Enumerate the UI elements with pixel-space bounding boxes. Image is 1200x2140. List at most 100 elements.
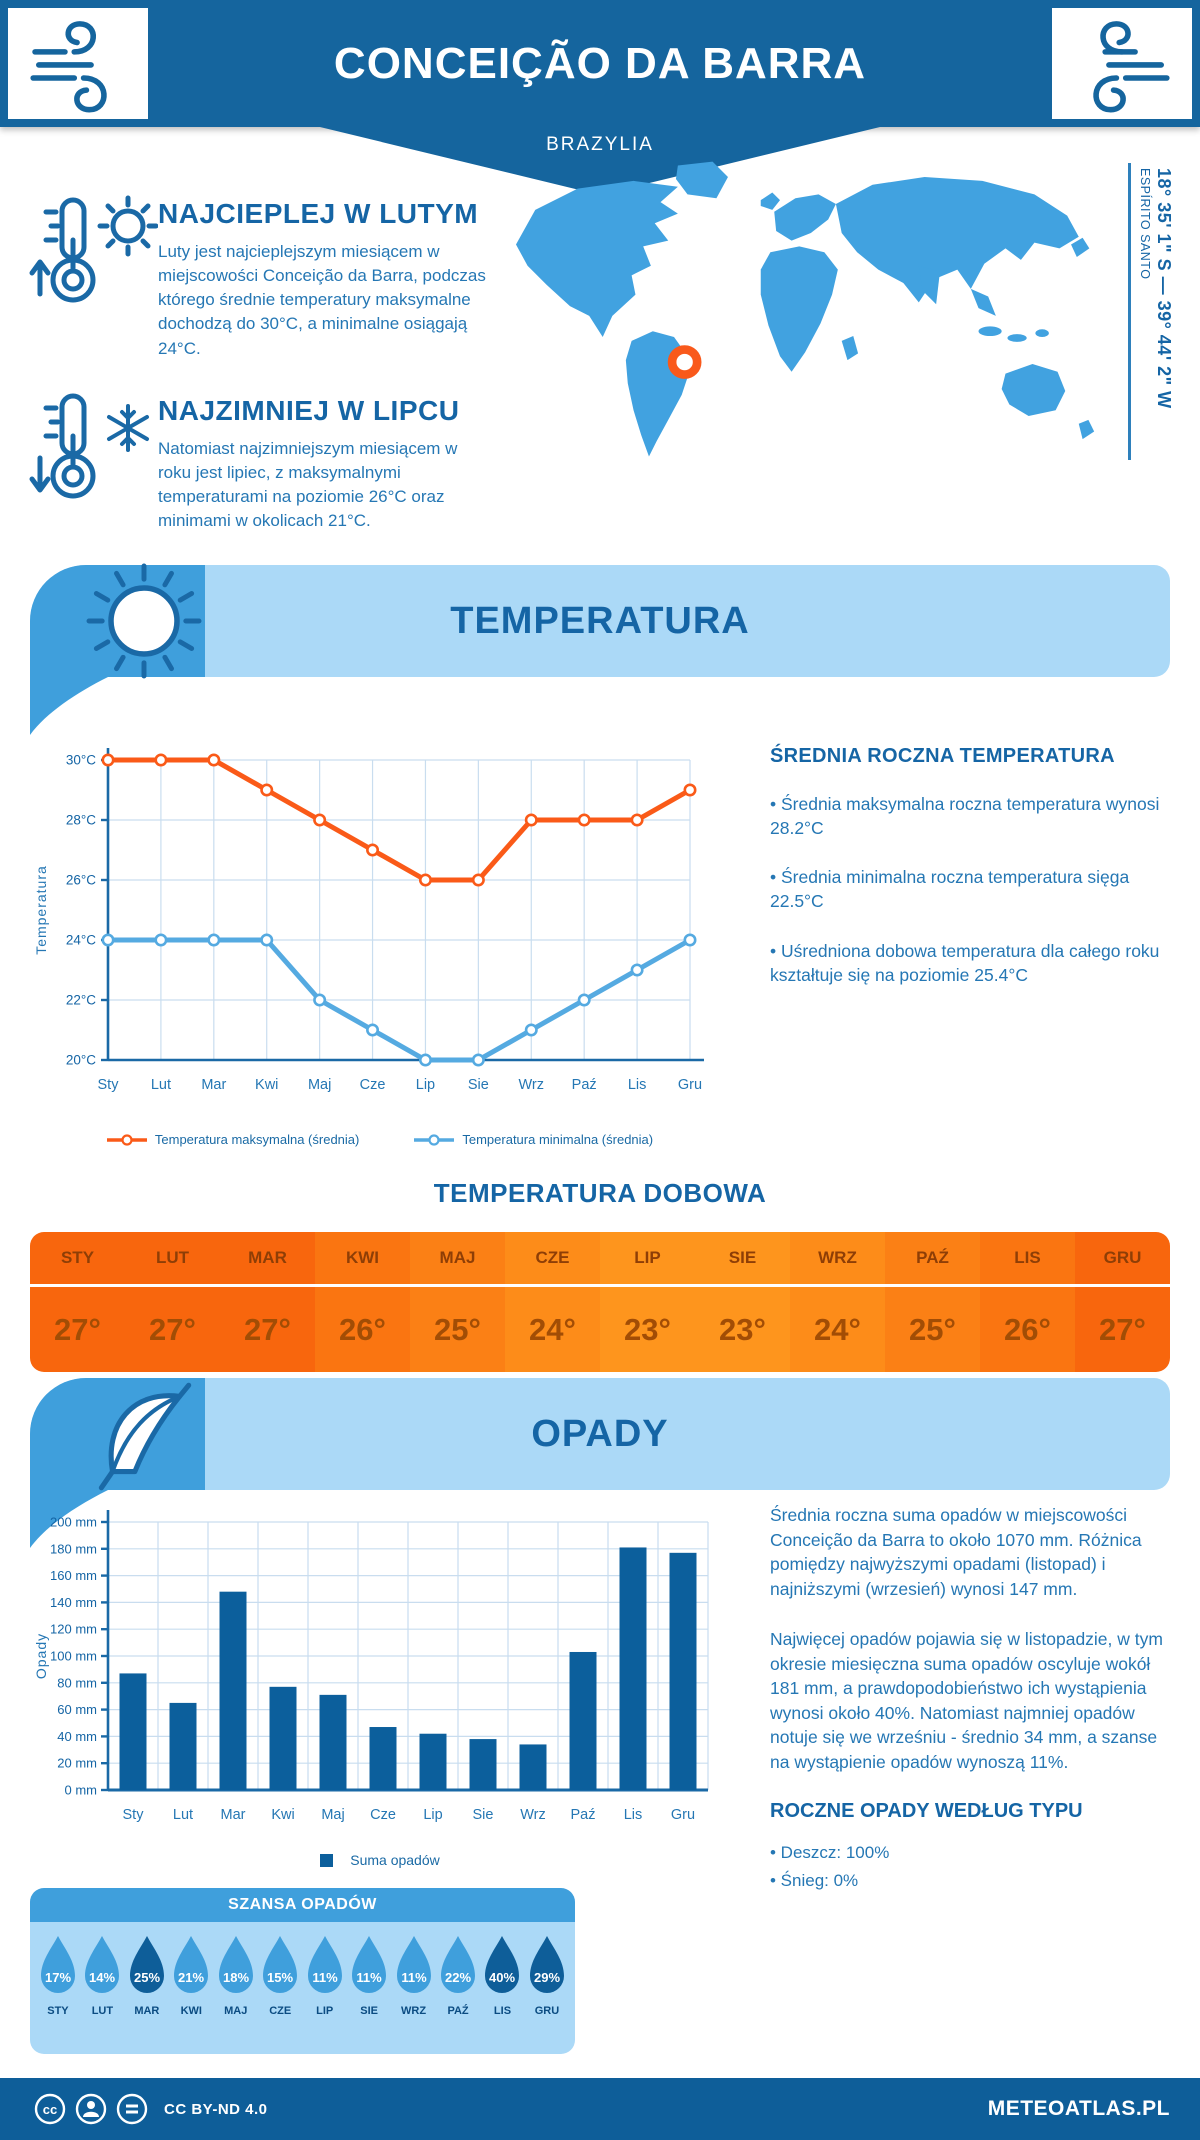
coldest-heading: NAJZIMNIEJ W LIPCU — [158, 395, 460, 426]
svg-text:Lis: Lis — [624, 1807, 643, 1823]
data-point — [101, 933, 115, 947]
svg-text:Mar: Mar — [201, 1077, 226, 1093]
raindrop-month-label: PAŹ — [447, 2005, 469, 2017]
raindrop-icon: 22% — [441, 1936, 476, 1993]
thermometer-up-sun-icon — [29, 195, 158, 303]
data-point — [683, 933, 697, 947]
raindrop-month-label: KWI — [180, 2005, 202, 2017]
wind-icon-box-left — [8, 8, 148, 119]
svg-text:Temperatura: Temperatura — [33, 865, 49, 955]
legend-label: Temperatura minimalna (średnia) — [462, 1132, 654, 1147]
table-month-header: PAŹ — [885, 1232, 980, 1287]
svg-text:20°C: 20°C — [66, 1053, 96, 1068]
temperature-legend: Temperatura maksymalna (średnia) Temperat… — [30, 1132, 730, 1147]
data-point — [524, 1023, 538, 1037]
raindrop-item: 25% MAR — [126, 1934, 167, 2054]
data-point — [418, 1053, 432, 1067]
svg-text:180 mm: 180 mm — [50, 1541, 97, 1556]
table-column: LUT 27° — [125, 1232, 220, 1372]
svg-text:100 mm: 100 mm — [50, 1649, 97, 1664]
svg-text:21%: 21% — [178, 1970, 204, 1985]
svg-text:Kwi: Kwi — [271, 1807, 294, 1823]
bar — [119, 1673, 147, 1790]
temperature-chart: 20°C 22°C 24°C 26°C 28°C 30°C Sty Lut Mar Kwi Maj C… — [30, 715, 730, 1135]
svg-text:18%: 18% — [223, 1970, 249, 1985]
svg-text:Mar: Mar — [221, 1807, 246, 1823]
data-point — [154, 753, 168, 767]
raindrop-month-label: LIS — [493, 2005, 512, 2017]
precipitation-type-bullet: • Śnieg: 0% — [770, 1871, 859, 1891]
table-month-header: GRU — [1075, 1232, 1170, 1287]
svg-text:Cze: Cze — [370, 1807, 396, 1823]
svg-text:Paź: Paź — [571, 1807, 596, 1823]
svg-text:Wrz: Wrz — [520, 1807, 546, 1823]
svg-text:140 mm: 140 mm — [50, 1595, 97, 1610]
svg-text:15%: 15% — [267, 1970, 293, 1985]
svg-text:11%: 11% — [312, 1970, 338, 1985]
precipitation-text: Średnia roczna suma opadów w miejscowośc… — [770, 1503, 1170, 1895]
table-temperature-value: 26° — [1004, 1311, 1051, 1347]
raindrop-icon: 18% — [218, 1936, 253, 1993]
svg-text:Lut: Lut — [151, 1077, 171, 1093]
map-divider — [1128, 163, 1131, 460]
table-column: GRU 27° — [1075, 1232, 1170, 1372]
header-bar: CONCEIÇÃO DA BARRA — [0, 0, 1200, 127]
summary-bullet: • Uśredniona dobowa temperatura dla całe… — [770, 940, 1160, 985]
thermometer-down-snow-icon — [29, 393, 149, 499]
table-column: WRZ 24° — [790, 1232, 885, 1372]
table-temperature-value: 23° — [719, 1311, 766, 1347]
raindrop-icon: 15% — [263, 1936, 298, 1993]
table-month-header: MAJ — [410, 1232, 505, 1287]
precipitation-type-bullet: • Deszcz: 100% — [770, 1843, 890, 1862]
svg-text:Lis: Lis — [628, 1077, 647, 1093]
precipitation-banner: OPADY — [30, 1378, 1170, 1548]
svg-text:80 mm: 80 mm — [57, 1675, 97, 1690]
svg-text:30°C: 30°C — [66, 753, 96, 768]
wind-icon-box-right — [1052, 8, 1192, 119]
svg-text:160 mm: 160 mm — [50, 1568, 97, 1583]
temperature-banner: TEMPERATURA — [30, 563, 1170, 735]
svg-text:60 mm: 60 mm — [57, 1702, 97, 1717]
legend-item: Temperatura maksymalna (średnia) — [106, 1132, 359, 1147]
legend-item: Temperatura minimalna (średnia) — [414, 1132, 653, 1147]
table-month-header: LIS — [980, 1232, 1075, 1287]
table-month-header: KWI — [315, 1232, 410, 1287]
table-temperature-value: 27° — [149, 1311, 196, 1347]
data-point — [683, 783, 697, 797]
svg-text:Opady: Opady — [33, 1633, 49, 1679]
table-month-header: STY — [30, 1232, 125, 1287]
bar — [469, 1739, 497, 1790]
snowflake-icon — [107, 404, 149, 452]
svg-text:Paź: Paź — [572, 1077, 597, 1093]
table-column: STY 27° — [30, 1232, 125, 1372]
raindrop-month-label: MAJ — [224, 2005, 248, 2017]
svg-text:cc: cc — [43, 2102, 57, 2117]
svg-text:Wrz: Wrz — [519, 1077, 545, 1093]
sun-icon — [86, 563, 202, 679]
license-icons: cc — [34, 2093, 148, 2125]
raindrop-icon: 11% — [307, 1936, 342, 1993]
raindrop-item: 17% STY — [37, 1934, 78, 2054]
table-column: CZE 24° — [505, 1232, 600, 1372]
rain-chance-title: SZANSA OPADÓW — [30, 1888, 575, 1922]
table-column: LIP 23° — [600, 1232, 695, 1372]
raindrop-month-label: SIE — [360, 2005, 378, 2017]
data-point — [207, 933, 221, 947]
table-column: MAJ 25° — [410, 1232, 505, 1372]
brand-label: METEOATLAS.PL — [987, 2097, 1170, 2120]
data-point — [154, 933, 168, 947]
svg-text:0 mm: 0 mm — [65, 1783, 98, 1798]
bar — [269, 1686, 297, 1790]
data-point — [260, 933, 274, 947]
precipitation-paragraph: Najwięcej opadów pojawia się w listopadz… — [770, 1629, 1163, 1772]
svg-text:17%: 17% — [45, 1970, 71, 1985]
page-title: CONCEIÇÃO DA BARRA — [333, 38, 867, 88]
data-point — [577, 993, 591, 1007]
svg-text:Maj: Maj — [321, 1807, 344, 1823]
bar — [619, 1547, 647, 1790]
country-label: BRAZYLIA — [546, 134, 654, 155]
raindrop-item: 14% LUT — [82, 1934, 123, 2054]
summary-heading: ŚREDNIA ROCZNA TEMPERATURA — [770, 745, 1115, 767]
data-point — [260, 783, 274, 797]
data-point — [366, 843, 380, 857]
